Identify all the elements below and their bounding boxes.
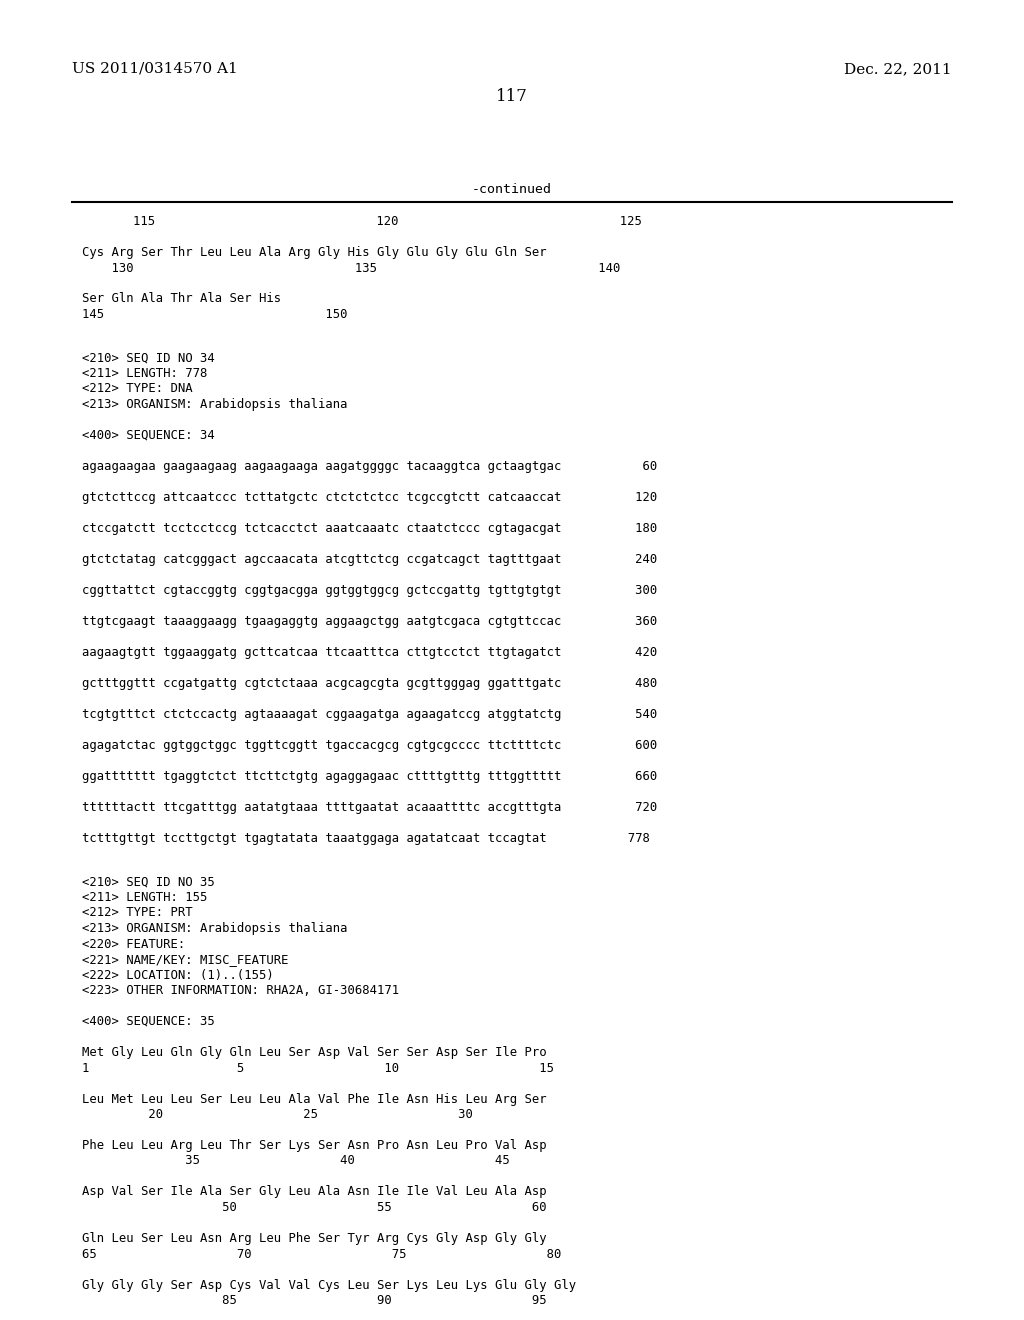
Text: 130                              135                              140: 130 135 140 (82, 261, 621, 275)
Text: 115                              120                              125: 115 120 125 (133, 215, 642, 228)
Text: 35                   40                   45: 35 40 45 (82, 1155, 510, 1167)
Text: gctttggttt ccgatgattg cgtctctaaa acgcagcgta gcgttgggag ggatttgatc          480: gctttggttt ccgatgattg cgtctctaaa acgcagc… (82, 677, 657, 690)
Text: gtctctatag catcgggact agccaacata atcgttctcg ccgatcagct tagtttgaat          240: gtctctatag catcgggact agccaacata atcgttc… (82, 553, 657, 566)
Text: agagatctac ggtggctggc tggttcggtt tgaccacgcg cgtgcgcccc ttcttttctc          600: agagatctac ggtggctggc tggttcggtt tgaccac… (82, 739, 657, 752)
Text: cggttattct cgtaccggtg cggtgacgga ggtggtggcg gctccgattg tgttgtgtgt          300: cggttattct cgtaccggtg cggtgacgga ggtggtg… (82, 583, 657, 597)
Text: gtctcttccg attcaatccc tcttatgctc ctctctctcc tcgccgtctt catcaaccat          120: gtctcttccg attcaatccc tcttatgctc ctctctc… (82, 491, 657, 504)
Text: tcgtgtttct ctctccactg agtaaaagat cggaagatga agaagatccg atggtatctg          540: tcgtgtttct ctctccactg agtaaaagat cggaaga… (82, 708, 657, 721)
Text: US 2011/0314570 A1: US 2011/0314570 A1 (72, 62, 238, 77)
Text: <211> LENGTH: 778: <211> LENGTH: 778 (82, 367, 208, 380)
Text: <212> TYPE: DNA: <212> TYPE: DNA (82, 383, 193, 396)
Text: Phe Leu Leu Arg Leu Thr Ser Lys Ser Asn Pro Asn Leu Pro Val Asp: Phe Leu Leu Arg Leu Thr Ser Lys Ser Asn … (82, 1139, 547, 1152)
Text: Ser Gln Ala Thr Ala Ser His: Ser Gln Ala Thr Ala Ser His (82, 293, 282, 305)
Text: Leu Met Leu Leu Ser Leu Leu Ala Val Phe Ile Asn His Leu Arg Ser: Leu Met Leu Leu Ser Leu Leu Ala Val Phe … (82, 1093, 547, 1106)
Text: Dec. 22, 2011: Dec. 22, 2011 (845, 62, 952, 77)
Text: Asp Val Ser Ile Ala Ser Gly Leu Ala Asn Ile Ile Val Leu Ala Asp: Asp Val Ser Ile Ala Ser Gly Leu Ala Asn … (82, 1185, 547, 1199)
Text: -continued: -continued (472, 183, 552, 195)
Text: 85                   90                   95: 85 90 95 (82, 1294, 547, 1307)
Text: Gly Gly Gly Ser Asp Cys Val Val Cys Leu Ser Lys Leu Lys Glu Gly Gly: Gly Gly Gly Ser Asp Cys Val Val Cys Leu … (82, 1279, 577, 1291)
Text: 145                              150: 145 150 (82, 308, 347, 321)
Text: aagaagtgtt tggaaggatg gcttcatcaa ttcaatttca cttgtcctct ttgtagatct          420: aagaagtgtt tggaaggatg gcttcatcaa ttcaatt… (82, 645, 657, 659)
Text: Gln Leu Ser Leu Asn Arg Leu Phe Ser Tyr Arg Cys Gly Asp Gly Gly: Gln Leu Ser Leu Asn Arg Leu Phe Ser Tyr … (82, 1232, 547, 1245)
Text: 50                   55                   60: 50 55 60 (82, 1201, 547, 1214)
Text: agaagaagaa gaagaagaag aagaagaaga aagatggggc tacaaggtca gctaagtgac           60: agaagaagaa gaagaagaag aagaagaaga aagatgg… (82, 459, 657, 473)
Text: <210> SEQ ID NO 35: <210> SEQ ID NO 35 (82, 875, 215, 888)
Text: <212> TYPE: PRT: <212> TYPE: PRT (82, 907, 193, 920)
Text: <213> ORGANISM: Arabidopsis thaliana: <213> ORGANISM: Arabidopsis thaliana (82, 921, 347, 935)
Text: 117: 117 (496, 88, 528, 106)
Text: ttttttactt ttcgatttgg aatatgtaaa ttttgaatat acaaattttc accgtttgta          720: ttttttactt ttcgatttgg aatatgtaaa ttttgaa… (82, 801, 657, 814)
Text: <222> LOCATION: (1)..(155): <222> LOCATION: (1)..(155) (82, 969, 273, 982)
Text: <211> LENGTH: 155: <211> LENGTH: 155 (82, 891, 208, 904)
Text: <220> FEATURE:: <220> FEATURE: (82, 937, 185, 950)
Text: <221> NAME/KEY: MISC_FEATURE: <221> NAME/KEY: MISC_FEATURE (82, 953, 289, 966)
Text: Cys Arg Ser Thr Leu Leu Ala Arg Gly His Gly Glu Gly Glu Gln Ser: Cys Arg Ser Thr Leu Leu Ala Arg Gly His … (82, 246, 547, 259)
Text: <213> ORGANISM: Arabidopsis thaliana: <213> ORGANISM: Arabidopsis thaliana (82, 399, 347, 411)
Text: ctccgatctt tcctcctccg tctcacctct aaatcaaatc ctaatctccc cgtagacgat          180: ctccgatctt tcctcctccg tctcacctct aaatcaa… (82, 521, 657, 535)
Text: <210> SEQ ID NO 34: <210> SEQ ID NO 34 (82, 351, 215, 364)
Text: <400> SEQUENCE: 34: <400> SEQUENCE: 34 (82, 429, 215, 442)
Text: <400> SEQUENCE: 35: <400> SEQUENCE: 35 (82, 1015, 215, 1028)
Text: tctttgttgt tccttgctgt tgagtatata taaatggaga agatatcaat tccagtat           778: tctttgttgt tccttgctgt tgagtatata taaatgg… (82, 832, 650, 845)
Text: ggattttttt tgaggtctct ttcttctgtg agaggagaac cttttgtttg tttggttttt          660: ggattttttt tgaggtctct ttcttctgtg agaggag… (82, 770, 657, 783)
Text: 1                    5                   10                   15: 1 5 10 15 (82, 1061, 554, 1074)
Text: 20                   25                   30: 20 25 30 (82, 1107, 473, 1121)
Text: 65                   70                   75                   80: 65 70 75 80 (82, 1247, 561, 1261)
Text: ttgtcgaagt taaaggaagg tgaagaggtg aggaagctgg aatgtcgaca cgtgttccac          360: ttgtcgaagt taaaggaagg tgaagaggtg aggaagc… (82, 615, 657, 628)
Text: <223> OTHER INFORMATION: RHA2A, GI-30684171: <223> OTHER INFORMATION: RHA2A, GI-30684… (82, 983, 399, 997)
Text: Met Gly Leu Gln Gly Gln Leu Ser Asp Val Ser Ser Asp Ser Ile Pro: Met Gly Leu Gln Gly Gln Leu Ser Asp Val … (82, 1045, 547, 1059)
